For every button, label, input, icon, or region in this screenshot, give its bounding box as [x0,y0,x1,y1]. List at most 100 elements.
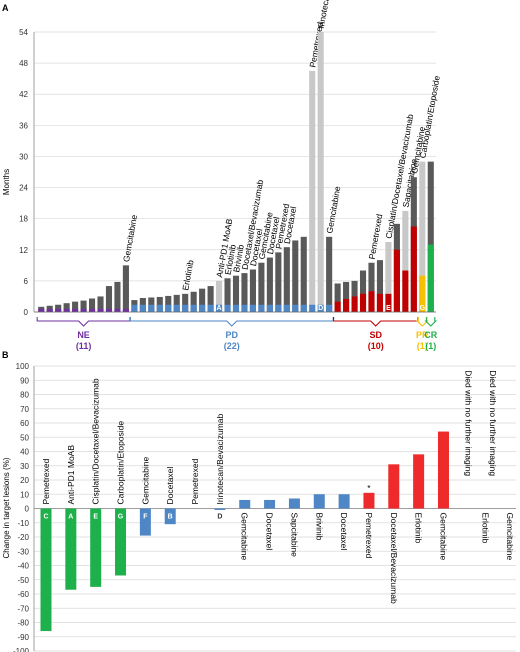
category-label: Docetaxel [339,513,349,551]
bar-annotation: Gemcitabine [121,214,139,263]
bar-segment [232,304,240,312]
bar-total [309,70,316,312]
y-tick-label: -60 [17,590,29,599]
bar-inner-label: G [420,305,426,312]
panel-b-label: B [2,350,9,360]
bar-total [292,240,299,312]
category-label: Cisplatin/Docetaxel/Bevacizumab [91,378,101,504]
bar-segment [216,304,223,312]
group-count: (11) [76,341,92,351]
bar-segment [122,308,129,312]
y-tick-label: -80 [17,619,29,628]
y-tick-label: -40 [17,562,29,571]
bar [413,454,425,509]
bar-segment [334,301,341,312]
bar-total [224,278,231,312]
y-tick-label: 100 [16,362,30,371]
category-label: Docetaxel [165,467,175,505]
bar-total [165,295,172,312]
bar-total [402,210,409,312]
category-label: Docetaxel/Bevacizumab [389,513,399,604]
bar-total [88,298,96,312]
bar-total [114,281,121,312]
bar-inner-label: A [68,514,73,521]
group-label: PD [226,330,239,340]
bar-annotation: Irinotecan/Bevacizumab [316,0,342,29]
bar-annotation: Erlotinib [180,259,195,291]
bar-segment [300,304,307,312]
bar-total [190,291,197,312]
bar-inner-label: E [386,305,391,312]
group-label: NE [77,330,90,340]
bar [338,494,350,509]
bar-total [182,293,189,312]
bar-inner-label: G [118,514,124,521]
category-label: Gemcitabine [438,513,448,561]
category-label: Erlotinib [480,513,490,544]
y-tick-label: -30 [17,547,29,556]
y-tick-label: 42 [19,90,28,99]
category-label: Brivinib [314,513,324,541]
group-count: (1) [417,341,428,351]
bar-segment [249,304,256,312]
group-label: SD [369,330,382,340]
bar-segment [182,304,189,312]
group-label: CR [424,330,437,340]
bar-total [55,304,62,312]
bar-segment [427,244,434,312]
y-tick-label: 50 [20,433,29,442]
bar-inner-label: C [43,514,48,521]
y-tick-label: 6 [24,277,29,286]
bar-segment [199,304,206,312]
group-count: (1) [425,341,436,351]
bar-total [343,281,350,312]
bar-total [97,296,104,312]
bar-segment [114,308,121,312]
group-bracket [333,317,419,327]
bar-segment [385,293,392,312]
bar-segment [156,304,163,312]
category-label: Erlotinib [414,513,424,544]
bar-inner-label: D [217,514,222,521]
bar-total [368,262,375,312]
bar-inner-label: E [93,514,98,521]
y-tick-label: -100 [13,647,30,652]
category-label: Gemcitabine [140,457,150,505]
bar-segment [419,275,426,312]
y-tick-label: 30 [19,152,28,161]
panel-b-ylabel: Change in target lesions (%) [2,457,11,558]
bar-total [359,270,367,312]
bar-total [156,296,163,312]
y-tick-label: 70 [20,405,29,414]
bar-segment [368,291,375,312]
category-label: Docetaxel [265,513,275,551]
bar-total [80,300,87,312]
bar-segment [55,308,62,312]
bar-total [72,301,79,312]
bar [90,508,102,587]
bar [239,499,251,509]
bar-total [300,236,307,312]
bar-total [326,236,333,312]
bar-total [317,32,324,312]
bar-segment [317,304,324,312]
y-tick-label: -70 [17,604,29,613]
bar-total [199,288,206,312]
category-label: Irinotecan/Bevacizumab [215,414,225,505]
y-tick-label: 18 [19,215,28,224]
y-tick-label: 10 [20,490,29,499]
bar-segment [292,304,299,312]
bar-annotation: Brivinib [231,244,246,273]
category-label: Gemcitabine [240,513,250,561]
bar-annotation: Pemetrexed [367,213,385,260]
bar-total [419,161,426,312]
bar-total [241,273,248,312]
y-tick-label: 54 [19,28,28,37]
category-label: Pemetrexed [190,458,200,504]
bar-inner-label: D [318,305,323,312]
bar-inner-label: F [143,514,148,521]
bar-total [258,262,265,312]
bar-segment [165,304,172,312]
bar-total [283,247,290,312]
